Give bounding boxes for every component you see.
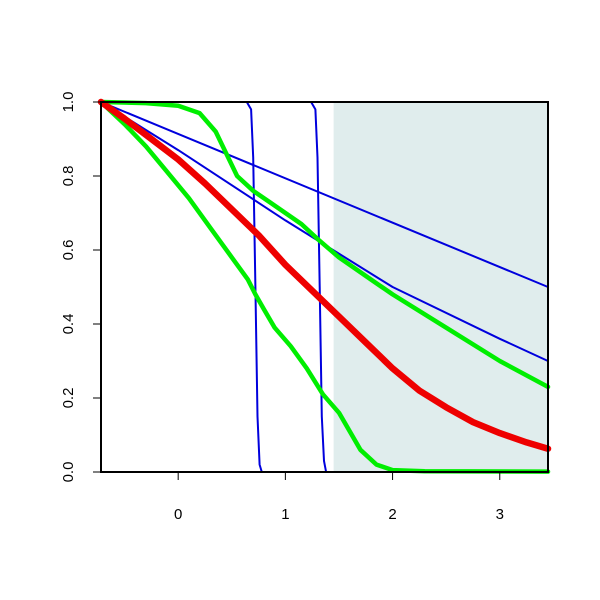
series-line-7	[97, 98, 552, 452]
series-line-1	[100, 101, 549, 288]
y-tick-label: 0.2	[60, 388, 77, 409]
series-line-6	[98, 99, 551, 474]
shaded-region-layer	[333, 102, 548, 472]
y-tick-label: 0.4	[60, 314, 77, 335]
y-tick-label: 0.0	[60, 462, 77, 483]
y-tick-label: 1.0	[60, 92, 77, 113]
axis-layer	[100, 101, 549, 473]
series-line-2	[100, 101, 549, 362]
series-line-5	[98, 99, 551, 390]
shaded-region	[333, 102, 548, 472]
series-layer	[97, 98, 552, 474]
x-tick-label: 2	[388, 506, 396, 523]
x-tick-label: 1	[281, 506, 289, 523]
x-tick-label: 0	[174, 506, 182, 523]
x-tick-label: 3	[496, 506, 504, 523]
series-line-4	[100, 101, 549, 473]
plot-frame	[100, 101, 549, 473]
series-line-3	[100, 101, 549, 473]
y-tick-label: 0.8	[60, 166, 77, 187]
y-tick-label: 0.6	[60, 240, 77, 261]
tick-layer: 0 1 2 3 0.0 0.2 0.4 0.6 0.8 1.0	[60, 92, 504, 523]
